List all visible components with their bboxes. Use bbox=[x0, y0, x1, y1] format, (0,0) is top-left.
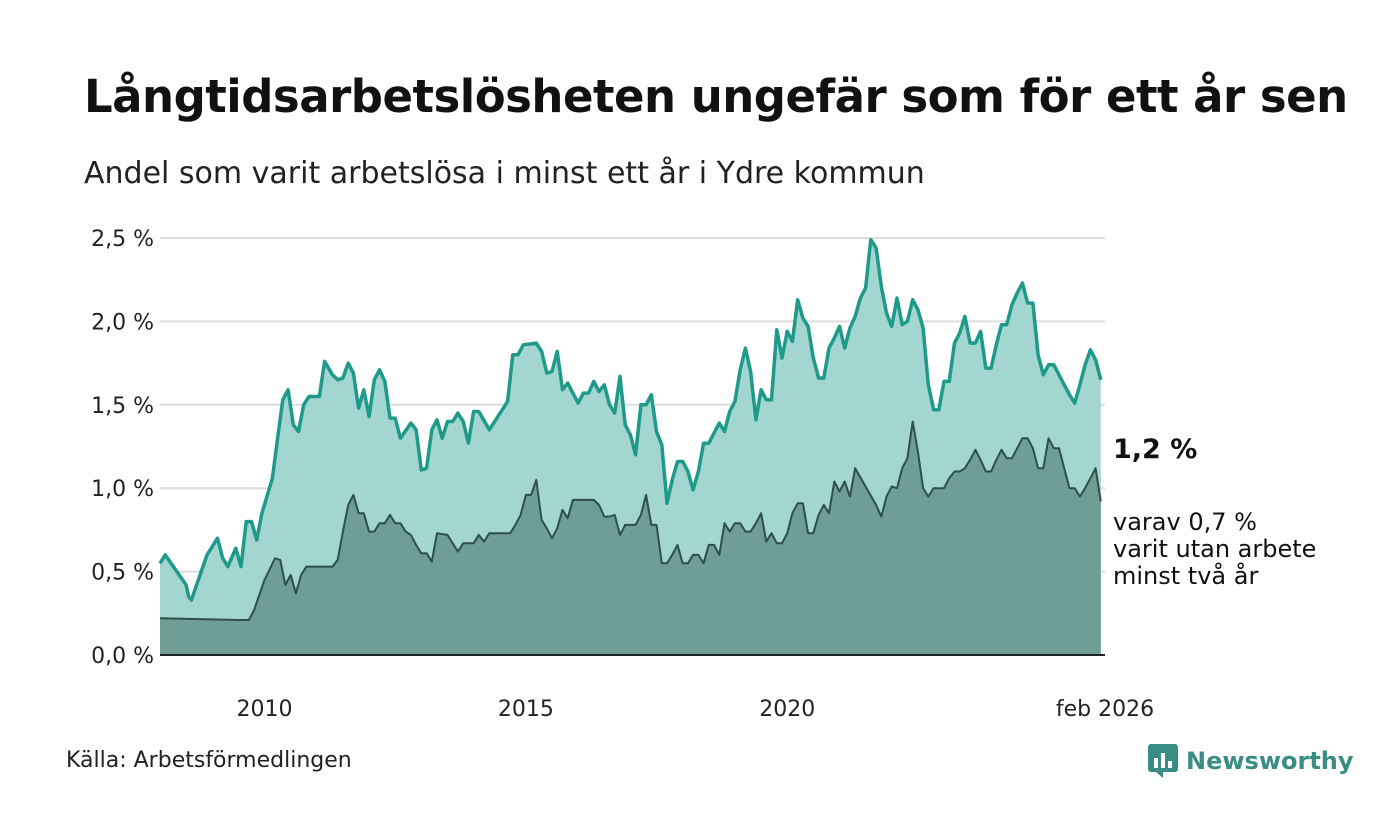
y-tick-label: 2,0 % bbox=[91, 310, 154, 335]
line-total bbox=[158, 237, 1103, 602]
long-term-annotation-line: varit utan arbete bbox=[1113, 535, 1316, 563]
line-long-term bbox=[159, 420, 1102, 621]
newsworthy-logo-icon bbox=[1148, 744, 1178, 778]
x-tick-label: 2015 bbox=[498, 697, 554, 722]
source-note: Källa: Arbetsförmedlingen bbox=[66, 748, 352, 773]
axes: 0,0 % 0,5 % 1,0 % 1,5 % 2,0 % 2,5 % 2010 2015 20… bbox=[91, 227, 1154, 722]
x-tick-label: feb 2026 bbox=[1056, 697, 1154, 722]
y-tick-label: 2,5 % bbox=[91, 227, 154, 252]
chart-title: Långtidsarbetslösheten ungefär som för e… bbox=[84, 70, 1348, 123]
y-tick-label: 1,0 % bbox=[91, 477, 154, 502]
y-tick-label: 0,5 % bbox=[91, 561, 154, 586]
total-value-label: 1,2 % bbox=[1113, 434, 1197, 465]
brand-name: Newsworthy bbox=[1186, 747, 1354, 775]
long-term-annotation-line: minst två år bbox=[1113, 561, 1258, 590]
chart-subtitle: Andel som varit arbetslösa i minst ett å… bbox=[84, 156, 925, 191]
x-tick-label: 2020 bbox=[759, 697, 815, 722]
areas bbox=[158, 237, 1103, 655]
y-tick-label: 1,5 % bbox=[91, 394, 154, 419]
x-tick-label: 2010 bbox=[237, 697, 293, 722]
brand-logo[interactable]: Newsworthy bbox=[1148, 744, 1354, 778]
y-tick-label: 0,0 % bbox=[91, 644, 154, 669]
long-term-annotation-line: varav 0,7 % bbox=[1113, 508, 1257, 536]
area-long-term bbox=[160, 421, 1101, 655]
